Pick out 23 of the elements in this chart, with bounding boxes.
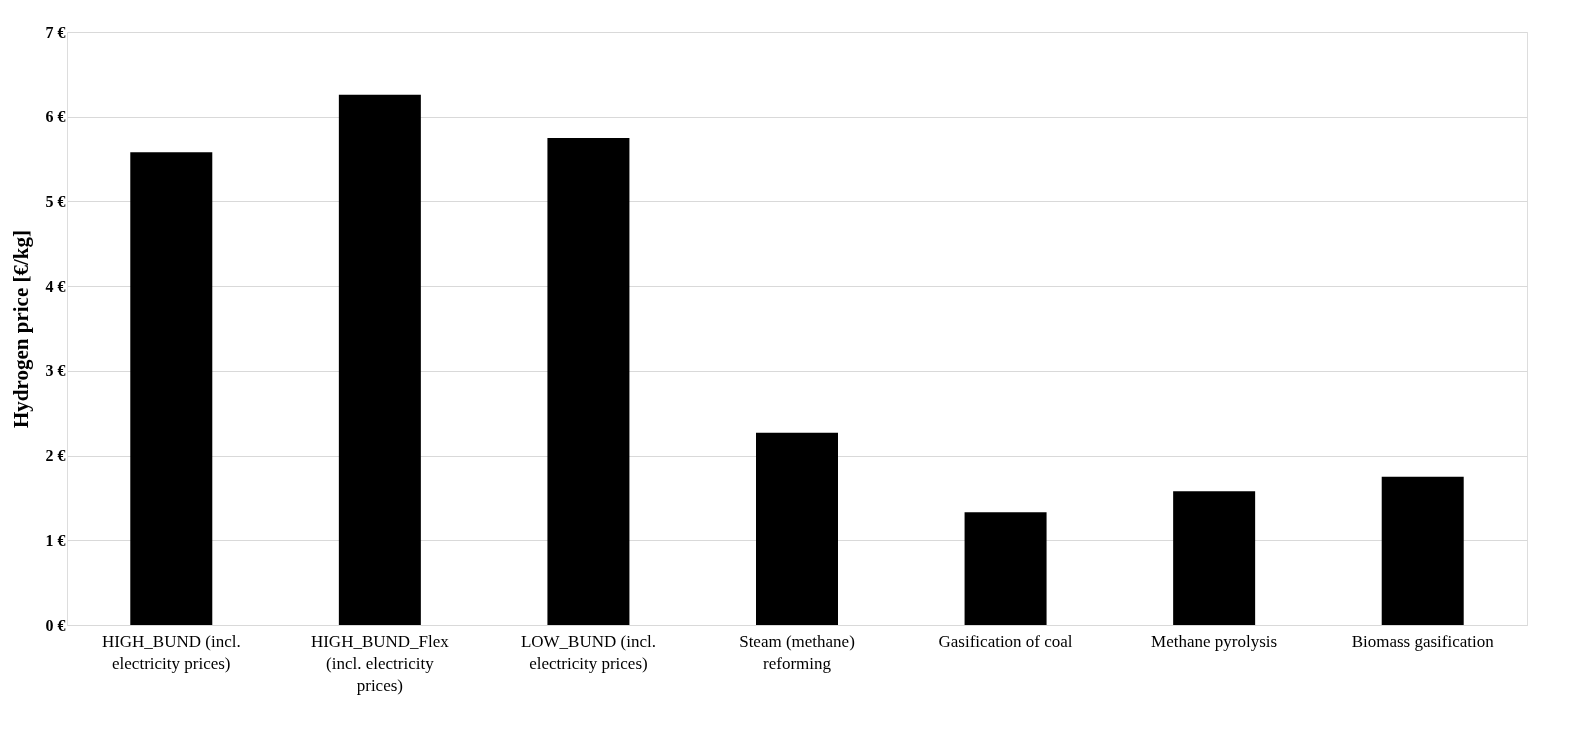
- y-tick-label: 6 €: [45, 108, 66, 126]
- x-tick-label: Gasification of coal: [938, 631, 1073, 651]
- y-tick-label: 4 €: [45, 277, 66, 295]
- bar: [130, 152, 213, 625]
- x-tick-label: Biomass gasification: [1351, 631, 1495, 651]
- x-tick-label: Methane pyrolysis: [1151, 631, 1278, 651]
- x-tick-label: LOW_BUND (incl. electricity prices): [520, 631, 656, 673]
- bar: [547, 137, 630, 625]
- x-tick-label: Steam (methane) reforming: [739, 631, 855, 673]
- y-tick-label: 5 €: [45, 192, 66, 210]
- y-tick-label: 2 €: [45, 447, 66, 465]
- y-tick-label: 0 €: [45, 616, 66, 634]
- bar: [1173, 491, 1256, 625]
- bar: [756, 432, 838, 625]
- y-tick-label: 1 €: [45, 531, 66, 549]
- y-tick-label: 7 €: [45, 23, 66, 41]
- y-tick-label: 3 €: [45, 362, 66, 380]
- x-tick-label: HIGH_BUND (incl. electricity prices): [101, 631, 241, 673]
- bar: [1381, 476, 1464, 625]
- y-axis-title: Hydrogen price [€/kg]: [8, 230, 33, 428]
- bar: [338, 94, 421, 625]
- x-tick-label: HIGH_BUND_Flex (incl. electricity prices): [310, 631, 450, 695]
- bar: [964, 512, 1047, 625]
